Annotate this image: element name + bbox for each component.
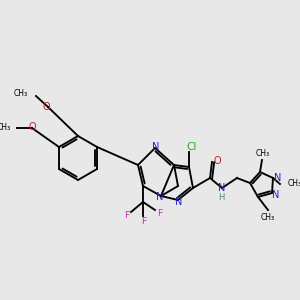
Text: O: O	[42, 102, 50, 112]
Text: O: O	[28, 122, 36, 132]
Text: N: N	[274, 173, 282, 183]
Text: F: F	[158, 209, 163, 218]
Text: CH₃: CH₃	[261, 212, 275, 221]
Text: CH₃: CH₃	[0, 122, 11, 131]
Text: Cl: Cl	[187, 142, 197, 152]
Text: N: N	[218, 183, 226, 193]
Text: N: N	[272, 190, 280, 200]
Text: CH₃: CH₃	[288, 178, 300, 188]
Text: F: F	[141, 217, 147, 226]
Text: F: F	[124, 212, 130, 220]
Text: CH₃: CH₃	[14, 89, 28, 98]
Text: CH₃: CH₃	[256, 148, 270, 158]
Text: N: N	[152, 142, 160, 152]
Text: N: N	[156, 192, 164, 202]
Text: H: H	[218, 193, 224, 202]
Text: N: N	[175, 197, 183, 207]
Text: O: O	[213, 156, 221, 166]
